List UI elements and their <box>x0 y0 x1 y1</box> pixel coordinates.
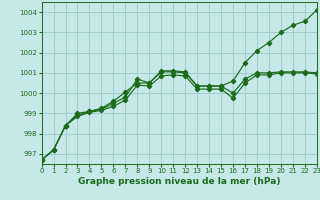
X-axis label: Graphe pression niveau de la mer (hPa): Graphe pression niveau de la mer (hPa) <box>78 177 280 186</box>
